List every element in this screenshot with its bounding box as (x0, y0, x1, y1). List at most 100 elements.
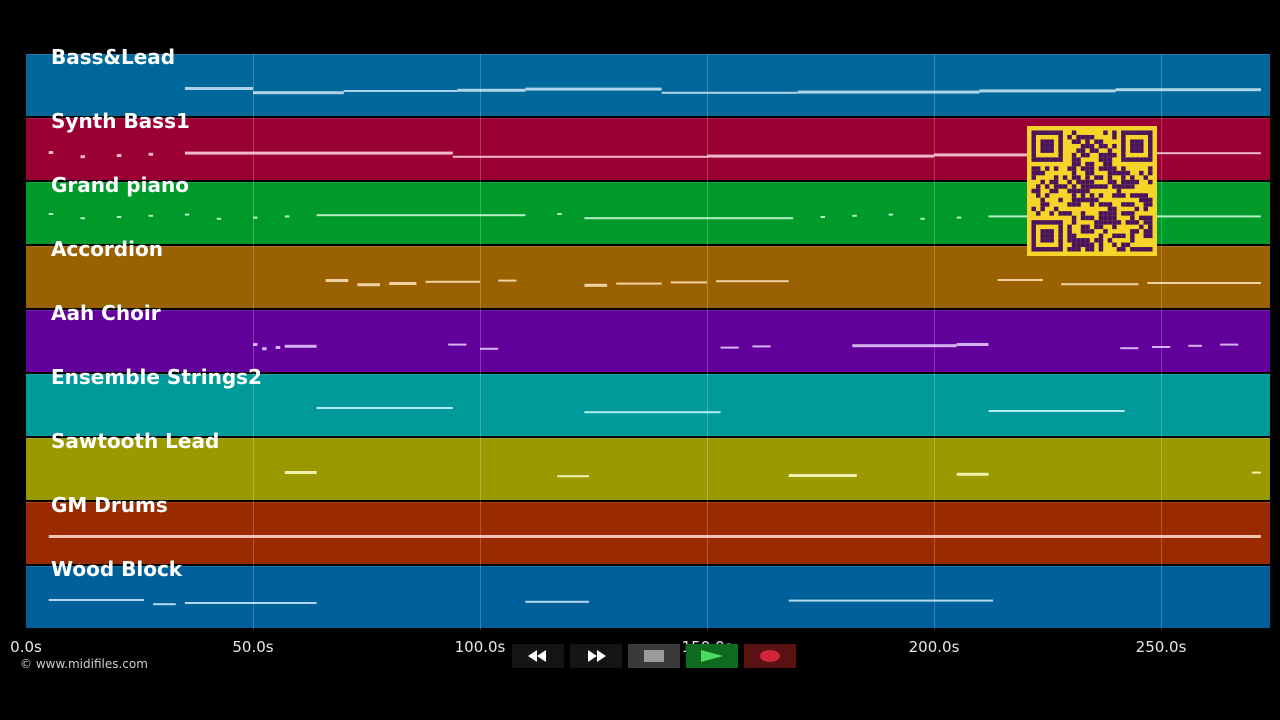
play-button[interactable] (686, 644, 738, 668)
note-lane (325, 279, 1261, 287)
note-segment (525, 600, 589, 603)
stop-button[interactable] (628, 644, 680, 668)
note-segment (584, 411, 721, 414)
note-segment (584, 283, 608, 287)
record-icon (760, 650, 780, 662)
qr-code-image (1031, 130, 1153, 252)
note-segment (788, 474, 857, 477)
note-segment (48, 599, 145, 601)
note-segment (752, 345, 771, 348)
time-tick-label: 200.0s (908, 638, 960, 656)
note-segment (956, 472, 989, 476)
note-segment (888, 213, 894, 216)
note-segment (48, 151, 54, 154)
note-segment (1251, 471, 1261, 474)
note-lane (184, 87, 1261, 95)
note-lane (48, 599, 993, 606)
note-segment (720, 346, 739, 349)
track-1: Bass&Lead (26, 45, 1270, 116)
note-segment (997, 279, 1043, 281)
fast-forward-icon (588, 650, 606, 662)
note-segment (988, 410, 1125, 412)
note-segment (979, 89, 1116, 93)
note-segment (920, 217, 925, 220)
rewind-button[interactable] (512, 644, 564, 668)
note-segment (1220, 343, 1239, 346)
track-name: GM Drums (51, 493, 168, 517)
note-segment (389, 282, 417, 285)
play-icon (701, 650, 723, 662)
note-segment (116, 154, 122, 157)
time-tick-label: 250.0s (1135, 638, 1187, 656)
note-segment (616, 282, 662, 285)
rewind-icon (528, 650, 546, 662)
note-lane (284, 471, 1261, 478)
note-segment (148, 152, 154, 156)
note-segment (48, 213, 54, 215)
note-segment (661, 91, 798, 94)
note-segment (670, 281, 707, 284)
note-segment (48, 535, 1261, 538)
note-segment (153, 603, 176, 606)
note-segment (797, 90, 980, 94)
note-lane (316, 407, 1125, 414)
track-name: Grand piano (51, 173, 189, 197)
note-segment (716, 280, 789, 283)
track-name: Synth Bass1 (51, 109, 190, 133)
note-segment (184, 87, 253, 90)
track-name: Aah Choir (51, 301, 161, 325)
note-segment (357, 283, 381, 287)
copyright-text: © www.midifiles.com (20, 657, 148, 671)
note-segment (707, 154, 934, 158)
note-segment (116, 216, 122, 218)
note-segment (1188, 344, 1202, 347)
note-segment (216, 217, 222, 220)
track-area: Bass&Lead Synth Bass1 Grand piano Accordion… (26, 45, 1270, 630)
fast-forward-button[interactable] (570, 644, 622, 668)
note-segment (557, 213, 562, 215)
track-6: Ensemble Strings2 (26, 365, 1270, 436)
note-segment (275, 346, 281, 349)
time-tick-label: 0.0s (10, 638, 42, 656)
note-segment (325, 279, 349, 282)
note-segment (284, 344, 317, 348)
note-lane (253, 343, 1239, 351)
track-4: Accordion (26, 237, 1270, 308)
note-segment (956, 343, 989, 346)
note-segment (284, 471, 317, 474)
note-segment (184, 151, 453, 155)
note-lane (48, 535, 1261, 538)
note-segment (1061, 283, 1139, 286)
note-segment (316, 214, 526, 217)
note-segment (1120, 347, 1139, 350)
note-segment (316, 407, 453, 409)
time-tick-label: 50.0s (232, 638, 274, 656)
track-name: Ensemble Strings2 (51, 365, 262, 389)
note-segment (1115, 88, 1261, 92)
note-segment (584, 217, 794, 220)
note-segment (1133, 152, 1261, 155)
note-segment (452, 155, 707, 158)
track-name: Sawtooth Lead (51, 429, 220, 453)
record-button[interactable] (744, 644, 796, 668)
note-segment (1152, 346, 1171, 348)
note-segment (80, 155, 85, 159)
note-segment (448, 343, 467, 346)
note-segment (148, 214, 154, 217)
note-segment (956, 216, 962, 219)
track-7: Sawtooth Lead (26, 429, 1270, 500)
note-segment (253, 216, 258, 219)
note-segment (498, 279, 517, 282)
track-9: Wood Block (26, 557, 1270, 628)
note-segment (525, 87, 662, 91)
note-segment (262, 347, 267, 351)
time-tick-label: 100.0s (454, 638, 506, 656)
qr-code[interactable] (1027, 126, 1157, 256)
note-segment (852, 214, 857, 217)
track-name: Bass&Lead (51, 45, 176, 69)
note-segment (253, 343, 258, 346)
note-segment (184, 602, 317, 604)
note-segment (457, 88, 526, 92)
note-segment (557, 475, 589, 478)
note-segment (425, 280, 480, 283)
